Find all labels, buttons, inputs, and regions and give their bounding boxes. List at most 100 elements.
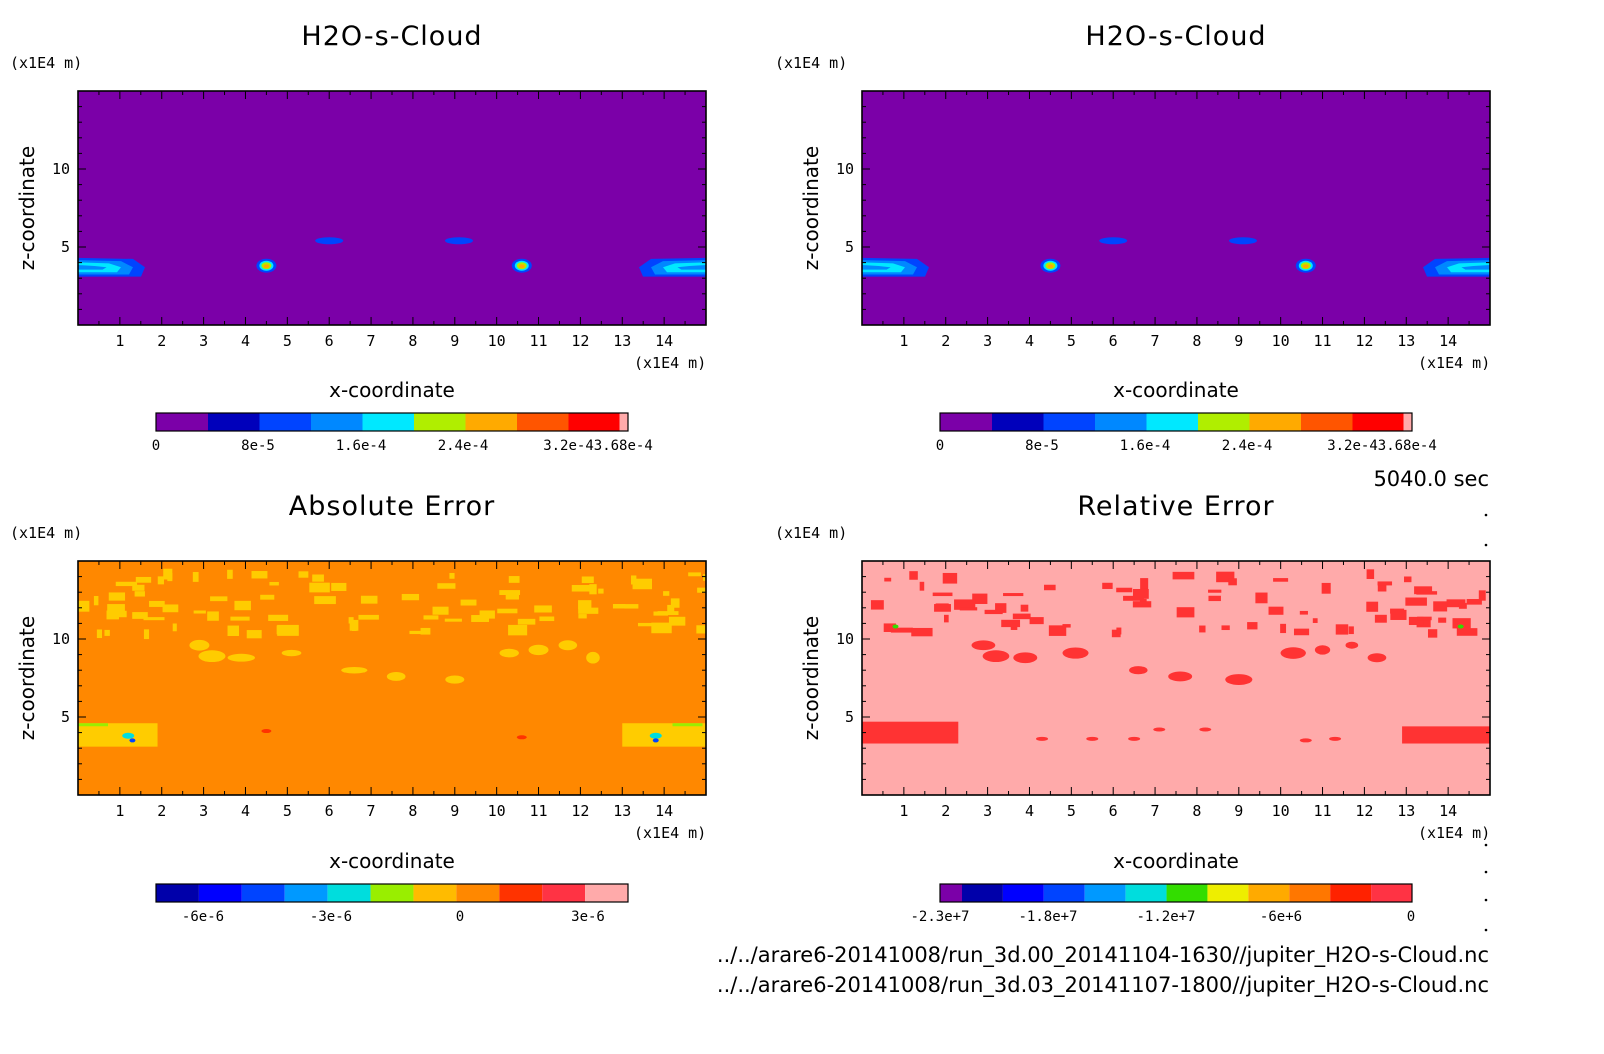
error-patch [1001, 619, 1021, 628]
error-patch [341, 666, 368, 674]
error-patch [624, 604, 639, 609]
colorbar-label: -2.3e+7 [910, 909, 969, 925]
error-patch [309, 582, 330, 593]
error-patch [360, 595, 378, 604]
x-tick-label: 4 [241, 332, 250, 350]
x-tick-label: 2 [941, 802, 950, 820]
error-patch [1116, 587, 1133, 593]
error-patch [517, 618, 536, 625]
x-tick-label: 11 [1314, 332, 1332, 350]
colorbar-label: -6e-6 [182, 909, 224, 925]
error-patch [269, 581, 279, 586]
error-patch [890, 627, 913, 633]
error-patch [1414, 586, 1433, 595]
x-tick-label: 11 [530, 802, 548, 820]
x-tick-label: 6 [325, 332, 334, 350]
panel-title: H2O-s-Cloud [301, 21, 482, 52]
colorbar: -6e-6 -3e-6 0 3e-6 [155, 883, 629, 925]
x-axis-label: x-coordinate [1113, 849, 1239, 873]
x-tick-label: 14 [655, 802, 673, 820]
x-tick-label: 13 [1397, 802, 1415, 820]
error-patch [349, 619, 359, 631]
colorbar-swatch [456, 884, 500, 902]
error-patch [1366, 601, 1379, 612]
error-patch [883, 623, 896, 632]
colorbar-swatch [1248, 884, 1290, 902]
y-tick-label: 10 [52, 160, 70, 178]
error-patch [1003, 593, 1024, 597]
colorbar-label: -1.2e+7 [1136, 909, 1195, 925]
colorbar: 0 8e-5 1.6e-4 2.4e-4 3.2e-43.68e-4 [936, 412, 1437, 454]
x-tick-label: 13 [1397, 332, 1415, 350]
x-unit-label: (x1E4 m) [1418, 824, 1490, 842]
error-patch [1247, 622, 1258, 630]
x-tick-label: 9 [1234, 332, 1243, 350]
file-path-line-1: ../../arare6-20141008/run_3d.00_20141104… [717, 943, 1489, 968]
error-patch [1172, 571, 1195, 580]
x-tick-label: 10 [488, 802, 506, 820]
error-patch [1273, 578, 1289, 582]
x-tick-label: 6 [1109, 802, 1118, 820]
x-tick-label: 4 [1025, 332, 1034, 350]
error-patch [1132, 601, 1152, 608]
colorbar-label: 8e-5 [1025, 438, 1059, 454]
error-patch [1132, 588, 1149, 599]
panel-cloud-right: H2O-s-Cloud (x1E4 m) (x1E4 m) x-coordina… [775, 21, 1491, 454]
error-patch [1402, 726, 1490, 744]
colorbar-swatch [542, 884, 586, 902]
error-patch [423, 615, 439, 620]
error-patch [1458, 602, 1467, 609]
error-patch [1086, 736, 1099, 741]
error-patch [162, 604, 179, 613]
error-patch [132, 612, 148, 619]
error-patch [192, 572, 199, 582]
y-tick-label: 5 [61, 238, 70, 256]
y-tick-label: 10 [836, 160, 854, 178]
error-patch [1199, 625, 1206, 633]
colorbar-swatch [499, 884, 543, 902]
error-patch [649, 732, 662, 739]
error-patch [1036, 736, 1049, 741]
error-patch [1405, 597, 1427, 606]
error-patch [314, 596, 336, 605]
colorbar-swatch [568, 413, 620, 431]
error-patch [1466, 599, 1482, 605]
error-patch [1408, 616, 1424, 626]
y-unit-label: (x1E4 m) [775, 524, 847, 542]
error-patch [516, 735, 527, 740]
colorbar: 0 8e-5 1.6e-4 2.4e-4 3.2e-43.68e-4 [152, 412, 653, 454]
colorbar-frame [939, 883, 1413, 903]
cloud-blob [444, 237, 473, 245]
error-patch [1221, 625, 1230, 631]
error-patch [884, 577, 892, 582]
x-tick-label: 8 [1192, 332, 1201, 350]
error-patch [78, 723, 108, 727]
error-patch [598, 588, 604, 594]
panel-title: Relative Error [1077, 491, 1274, 522]
x-axis-label: x-coordinate [1113, 378, 1239, 402]
error-patch [943, 614, 949, 623]
x-tick-label: 14 [655, 332, 673, 350]
cloud-blob [315, 237, 344, 245]
error-patch [578, 607, 599, 614]
error-patch [670, 598, 680, 608]
y-tick-label: 5 [845, 238, 854, 256]
x-tick-label: 5 [1067, 802, 1076, 820]
error-patch [277, 624, 299, 636]
error-patch [143, 629, 150, 640]
error-patch [672, 723, 703, 727]
x-tick-label: 2 [157, 332, 166, 350]
field-background [862, 91, 1490, 325]
error-patch [942, 572, 958, 584]
error-patch [499, 648, 519, 658]
error-patch [1438, 617, 1447, 623]
error-patch [697, 587, 706, 593]
colorbar-label: 2.4e-4 [438, 438, 489, 454]
error-patch [358, 614, 379, 620]
colorbar-swatch [208, 413, 260, 431]
error-patch [1225, 674, 1253, 686]
error-patch [135, 576, 152, 583]
error-patch [497, 608, 518, 614]
colorbar-swatch [517, 413, 569, 431]
colorbar-label: 3.2e-43.68e-4 [543, 438, 653, 454]
